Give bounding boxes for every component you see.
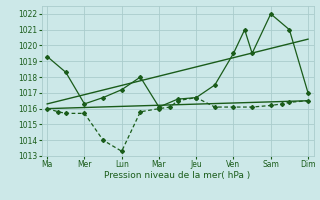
X-axis label: Pression niveau de la mer( hPa ): Pression niveau de la mer( hPa ) [104, 171, 251, 180]
